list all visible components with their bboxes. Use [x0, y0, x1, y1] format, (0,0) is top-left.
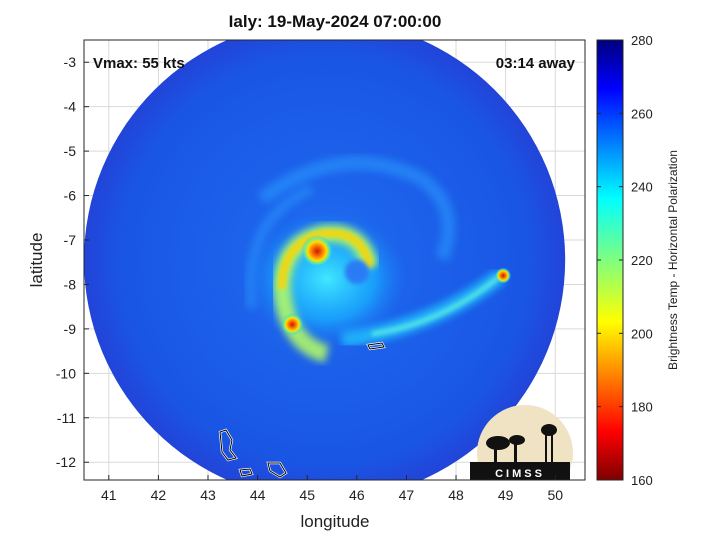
x-tick-label: 46 [349, 487, 365, 503]
y-tick-label: -10 [56, 365, 76, 381]
x-tick-label: 45 [299, 487, 315, 503]
spiral-band-south [281, 313, 304, 336]
colorbar-tick-label: 240 [631, 180, 653, 195]
coastlines-dark [219, 342, 385, 478]
x-tick-label: 50 [547, 487, 563, 503]
axes-frame [83, 39, 586, 481]
colorbar-tick-label: 200 [631, 326, 653, 341]
away-label: 03:14 away [496, 55, 576, 72]
y-tick-label: -11 [57, 410, 76, 426]
y-tick-label: -8 [64, 276, 77, 292]
x-tick-label: 41 [101, 487, 117, 503]
y-tick-label: -12 [56, 454, 76, 470]
eyewall-band-warm [277, 229, 374, 290]
x-tick-label: 44 [250, 487, 266, 503]
x-axis-label: longitude [300, 512, 369, 531]
colorbar [596, 39, 624, 481]
logo-text: CIMSS [495, 468, 545, 480]
x-tick-label: 42 [151, 487, 167, 503]
colorbar-tick-label: 180 [631, 400, 653, 415]
y-tick-label: -3 [64, 54, 77, 70]
storm-structure [245, 155, 512, 363]
y-tick-label: -4 [64, 99, 77, 115]
outer-band [257, 155, 456, 262]
vmax-label: Vmax: 55 kts [93, 55, 185, 72]
colorbar-label: Brightness Temp - Horizontal Polarizatio… [666, 150, 680, 370]
coastline-island-5 [84, 392, 92, 418]
x-tick-label: 48 [448, 487, 464, 503]
y-tick-label: -6 [64, 188, 77, 204]
y-tick-label: -9 [64, 321, 77, 337]
colorbar-tick-label: 280 [631, 33, 653, 48]
colorbar-tick-label: 220 [631, 253, 653, 268]
colorbar-tick-label: 260 [631, 106, 653, 121]
colorbar-tick-label: 160 [631, 473, 653, 488]
y-axis-label: latitude [27, 233, 46, 288]
plot-content: CIMSS [84, 40, 585, 480]
x-tick-label: 43 [200, 487, 216, 503]
y-tick-label: -7 [64, 232, 77, 248]
eyewall-cold-core [301, 235, 334, 268]
colorbar-ticks: 160 180 200 220 240 260 280 [597, 33, 653, 488]
storm-eye [344, 259, 369, 284]
rainband-east [495, 267, 512, 284]
y-tick-label: -5 [64, 143, 77, 159]
cimss-logo: CIMSS [470, 405, 573, 480]
rainband-east-core [371, 273, 503, 337]
y-ticks: -3 -4 -5 -6 -7 -8 -9 -10 -11 -12 [56, 54, 89, 470]
chart-title: Ialy: 19-May-2024 07:00:00 [229, 12, 442, 31]
x-tick-label: 49 [498, 487, 514, 503]
x-ticks: 41 42 43 44 45 46 47 48 49 50 [101, 475, 563, 503]
x-tick-label: 47 [399, 487, 415, 503]
